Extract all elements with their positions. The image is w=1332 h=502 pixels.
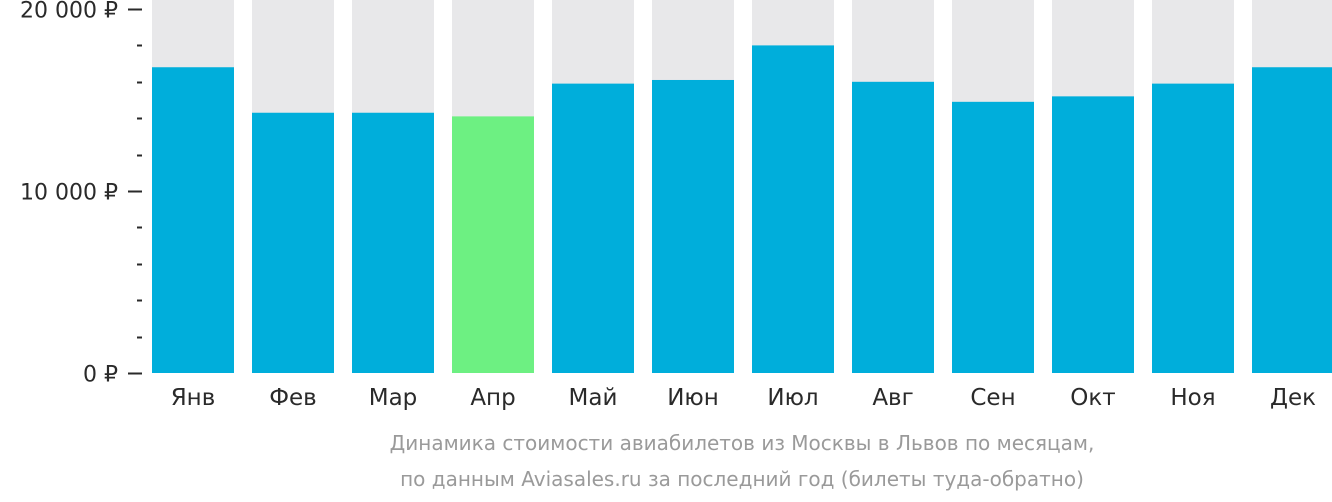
bar-1[interactable]	[152, 67, 234, 374]
bar-9[interactable]	[952, 101, 1034, 373]
y-tick-label-1: 0 ₽	[83, 363, 118, 388]
bar-4[interactable]	[452, 116, 534, 373]
x-tick-label-2: Фев	[269, 385, 317, 411]
x-tick-label-12: Дек	[1270, 385, 1316, 411]
x-tick-label-5: Май	[569, 385, 618, 411]
price-bar-chart: 0 ₽ 10 000 ₽ 20 000 ₽ Янв Фев Мар Апр Май Июн Ию…	[20, 0, 1332, 411]
bar-11[interactable]	[1152, 83, 1234, 374]
chart-caption-line-2: по данным Aviasales.ru за последний год …	[400, 467, 1084, 491]
bar-5[interactable]	[552, 83, 634, 374]
bar-8[interactable]	[852, 81, 934, 374]
x-tick-label-3: Мар	[369, 385, 418, 411]
y-axis: 0 ₽ 10 000 ₽ 20 000 ₽	[20, 0, 142, 388]
x-tick-label-10: Окт	[1070, 385, 1115, 411]
x-axis: Янв Фев Мар Апр Май Июн Июл Авг Сен Окт Ноя Дек	[171, 385, 1316, 411]
x-tick-label-9: Сен	[970, 385, 1015, 411]
chart-caption-line-1: Динамика стоимости авиабилетов из Москвы…	[389, 431, 1095, 455]
bar-6[interactable]	[652, 79, 734, 373]
x-tick-label-8: Авг	[872, 385, 913, 411]
data-bars	[152, 45, 1332, 374]
bar-3[interactable]	[352, 112, 434, 374]
bar-12[interactable]	[1252, 67, 1332, 374]
x-tick-label-6: Июн	[667, 385, 719, 411]
x-tick-label-11: Ноя	[1170, 385, 1215, 411]
x-tick-label-7: Июл	[767, 385, 818, 411]
x-tick-label-1: Янв	[171, 385, 216, 411]
x-tick-label-4: Апр	[470, 385, 515, 411]
bar-7[interactable]	[752, 45, 834, 374]
bar-10[interactable]	[1052, 96, 1134, 374]
bar-2[interactable]	[252, 112, 334, 374]
y-tick-label-3: 20 000 ₽	[20, 0, 118, 24]
y-tick-label-2: 10 000 ₽	[20, 181, 118, 206]
